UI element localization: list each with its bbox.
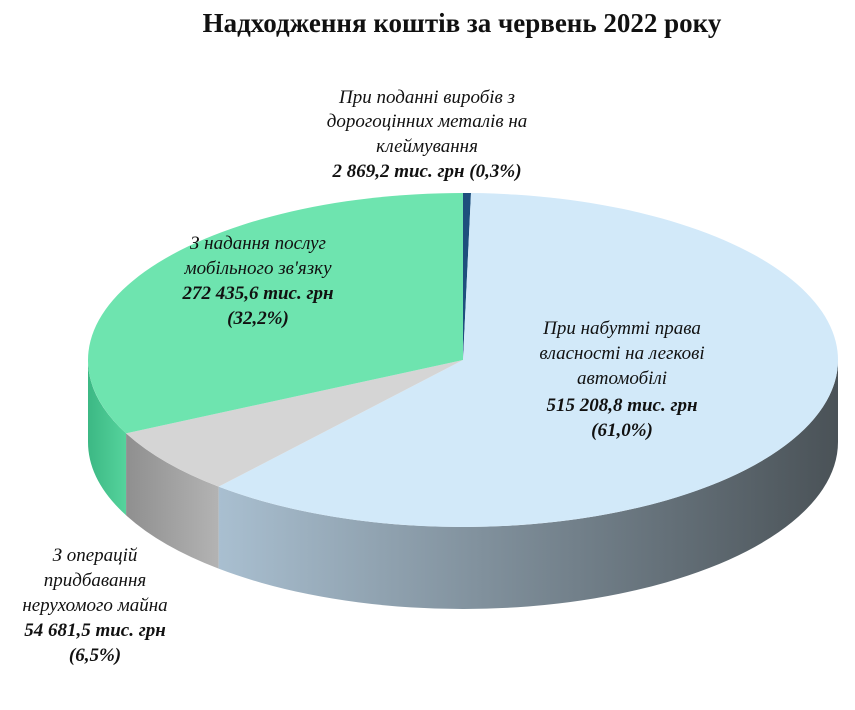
pie-slice-side-1 — [218, 360, 838, 610]
slice-value-label: 272 435,6 тис. грн — [181, 283, 333, 304]
slice-value-label: 54 681,5 тис. грн — [24, 620, 166, 641]
slice-percent-label: (61,0%) — [591, 420, 653, 441]
slice-label-line: З операцій — [53, 545, 138, 566]
slice-value-label: 515 208,8 тис. грн — [546, 395, 697, 416]
slice-label-line: автомобілі — [577, 368, 667, 389]
slice-label-line: нерухомого майна — [22, 595, 167, 616]
pie-slices — [88, 193, 839, 610]
slice-label-line: придбавання — [44, 570, 146, 591]
pie-slice-side-2 — [126, 433, 219, 569]
slice-label-line: При поданні виробів з — [338, 87, 515, 108]
slice-label-line: клеймування — [376, 136, 478, 157]
slice-label-line: власності на легкові — [539, 343, 704, 364]
slice-label-cars: При набутті права власності на легкові а… — [539, 318, 704, 441]
slice-label-line: мобільного зв'язку — [183, 258, 332, 279]
slice-label-precious-metals: При поданні виробів з дорогоцінних метал… — [327, 87, 528, 182]
slice-label-mobile: З надання послуг мобільного зв'язку 272 … — [181, 233, 333, 329]
slice-percent-label: (32,2%) — [227, 308, 289, 329]
slice-label-real-estate: З операцій придбавання нерухомого майна … — [22, 545, 167, 666]
chart-title: Надходження коштів за червень 2022 року — [203, 8, 722, 38]
slice-label-line: При набутті права — [542, 318, 701, 339]
pie-slice-top-0 — [463, 193, 471, 360]
slice-label-line: З надання послуг — [190, 233, 326, 254]
pie-slice-top-1 — [218, 193, 839, 528]
pie-slice-top-2 — [126, 360, 463, 487]
pie-slice-top-3 — [88, 193, 463, 434]
pie-slice-side-3 — [88, 360, 127, 516]
slice-value-label: 2 869,2 тис. грн (0,3%) — [331, 161, 521, 182]
slice-percent-label: (6,5%) — [69, 645, 121, 666]
slice-label-line: дорогоцінних металів на — [327, 111, 528, 132]
